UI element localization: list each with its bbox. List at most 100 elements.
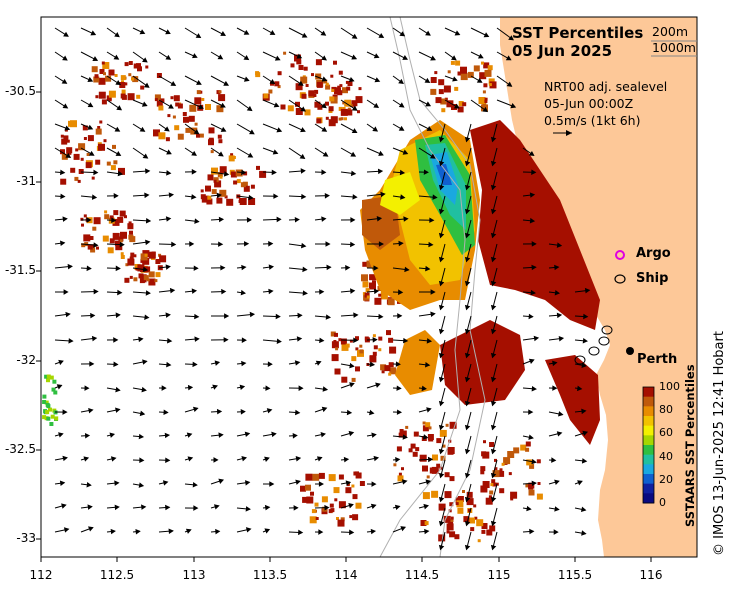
colorbar-segment bbox=[643, 416, 654, 426]
sst-pixel bbox=[331, 116, 338, 123]
lat-tick-label: -31 bbox=[2, 174, 36, 188]
sst-pixel bbox=[145, 66, 148, 69]
sst-pixel bbox=[374, 298, 381, 305]
lon-tick-label: 114 bbox=[326, 568, 366, 582]
sst-pixel bbox=[129, 236, 135, 242]
lon-tick-label: 112.5 bbox=[97, 568, 137, 582]
sst-pixel bbox=[86, 162, 92, 168]
sst-pixel bbox=[83, 234, 90, 241]
sst-pixel bbox=[334, 498, 337, 501]
sst-pixel bbox=[99, 92, 106, 99]
sst-pixel bbox=[315, 503, 319, 507]
sst-pixel bbox=[96, 129, 102, 135]
sst-pixel bbox=[338, 520, 345, 527]
sst-pixel bbox=[359, 87, 362, 90]
sst-pixel bbox=[92, 227, 96, 231]
sst-pixel bbox=[397, 446, 402, 451]
sst-pixel bbox=[167, 114, 170, 117]
sst-pixel bbox=[302, 94, 307, 99]
colorbar-segment bbox=[643, 435, 654, 445]
isobath-label-1000: 1000m bbox=[652, 40, 696, 55]
lon-tick-label: 115.5 bbox=[555, 568, 595, 582]
colorbar-segment bbox=[643, 484, 654, 494]
colorbar-segment bbox=[643, 445, 654, 455]
sst-pixel bbox=[428, 434, 434, 440]
sst-pixel bbox=[166, 137, 170, 141]
sst-pixel bbox=[120, 232, 127, 239]
sst-pixel bbox=[462, 490, 465, 493]
sst-pixel bbox=[109, 91, 116, 98]
sst-pixel bbox=[345, 487, 351, 493]
sst-pixel bbox=[334, 333, 338, 337]
sst-pixel bbox=[308, 90, 314, 96]
lat-tick-label: -31.5 bbox=[2, 263, 36, 277]
sst-pixel bbox=[154, 279, 157, 282]
colorbar-segment bbox=[643, 455, 654, 465]
lon-tick-label: 113 bbox=[174, 568, 214, 582]
sst-pixel bbox=[54, 416, 58, 420]
sst-pixel bbox=[316, 59, 322, 65]
lon-tick-label: 112 bbox=[21, 568, 61, 582]
sst-pixel bbox=[499, 488, 504, 493]
legend-argo-label: Argo bbox=[636, 246, 671, 261]
colorbar-segment bbox=[643, 474, 654, 484]
sst-pixel bbox=[337, 90, 342, 95]
sst-pixel bbox=[481, 530, 485, 534]
sst-pixel bbox=[70, 168, 75, 173]
sst-pixel bbox=[356, 473, 362, 479]
sst-pixel bbox=[441, 108, 445, 112]
sst-pixel bbox=[389, 362, 394, 367]
sst-pixel bbox=[104, 214, 109, 219]
sst-pixel bbox=[130, 276, 133, 279]
sst-pixel bbox=[109, 70, 115, 76]
lon-tick-label: 115 bbox=[479, 568, 519, 582]
sst-pixel bbox=[423, 422, 426, 425]
sst-pixel bbox=[346, 344, 350, 348]
credit-line: © IMOS 13-Jun-2025 12:41 Hobart bbox=[712, 331, 727, 556]
colorbar-tick-label: 100 bbox=[659, 380, 680, 393]
sst-pixel bbox=[211, 150, 214, 153]
sst-pixel bbox=[174, 125, 179, 130]
sst-pixel bbox=[122, 90, 126, 94]
sst-pixel bbox=[67, 140, 70, 143]
sst-pixel bbox=[405, 426, 408, 429]
sst-pixel bbox=[134, 64, 139, 69]
sst-pixel bbox=[374, 345, 378, 349]
sst-pixel bbox=[61, 135, 64, 138]
sst-pixel bbox=[178, 134, 184, 140]
sst-pixel bbox=[370, 355, 376, 361]
sst-pixel bbox=[84, 214, 87, 217]
sst-pixel bbox=[92, 177, 95, 180]
colorbar bbox=[643, 387, 654, 504]
sst-pixel bbox=[218, 94, 225, 101]
sst-pixel bbox=[529, 490, 535, 496]
sst-pixel bbox=[95, 74, 99, 78]
sst-pixel bbox=[139, 273, 144, 278]
sst-pixel bbox=[420, 455, 427, 462]
sst-pixel bbox=[330, 75, 333, 78]
sst-pixel bbox=[337, 86, 340, 89]
sst-pixel bbox=[158, 132, 165, 139]
sst-pixel bbox=[158, 106, 163, 111]
sst-pixel bbox=[128, 93, 135, 100]
sst-pixel bbox=[113, 210, 118, 215]
sst-pixel bbox=[480, 466, 485, 471]
sst-pixel bbox=[525, 448, 529, 452]
sst-pixel bbox=[312, 509, 316, 513]
sst-pixel bbox=[436, 438, 441, 443]
colorbar-segment bbox=[643, 426, 654, 436]
sst-pixel bbox=[306, 497, 313, 504]
sst-pixel bbox=[367, 296, 370, 299]
sst-pixel bbox=[102, 62, 105, 65]
sst-pixel bbox=[94, 217, 101, 224]
sst-pixel bbox=[299, 65, 304, 70]
sst-pixel bbox=[46, 378, 50, 382]
sst-pixel bbox=[351, 356, 356, 361]
sst-pixel bbox=[46, 417, 50, 421]
colorbar-tick-label: 40 bbox=[659, 450, 673, 463]
sst-pixel bbox=[306, 84, 309, 87]
sst-pixel bbox=[478, 539, 481, 542]
sst-pixel bbox=[52, 380, 56, 384]
sst-pixel bbox=[526, 442, 531, 447]
sst-pixel bbox=[205, 186, 211, 192]
